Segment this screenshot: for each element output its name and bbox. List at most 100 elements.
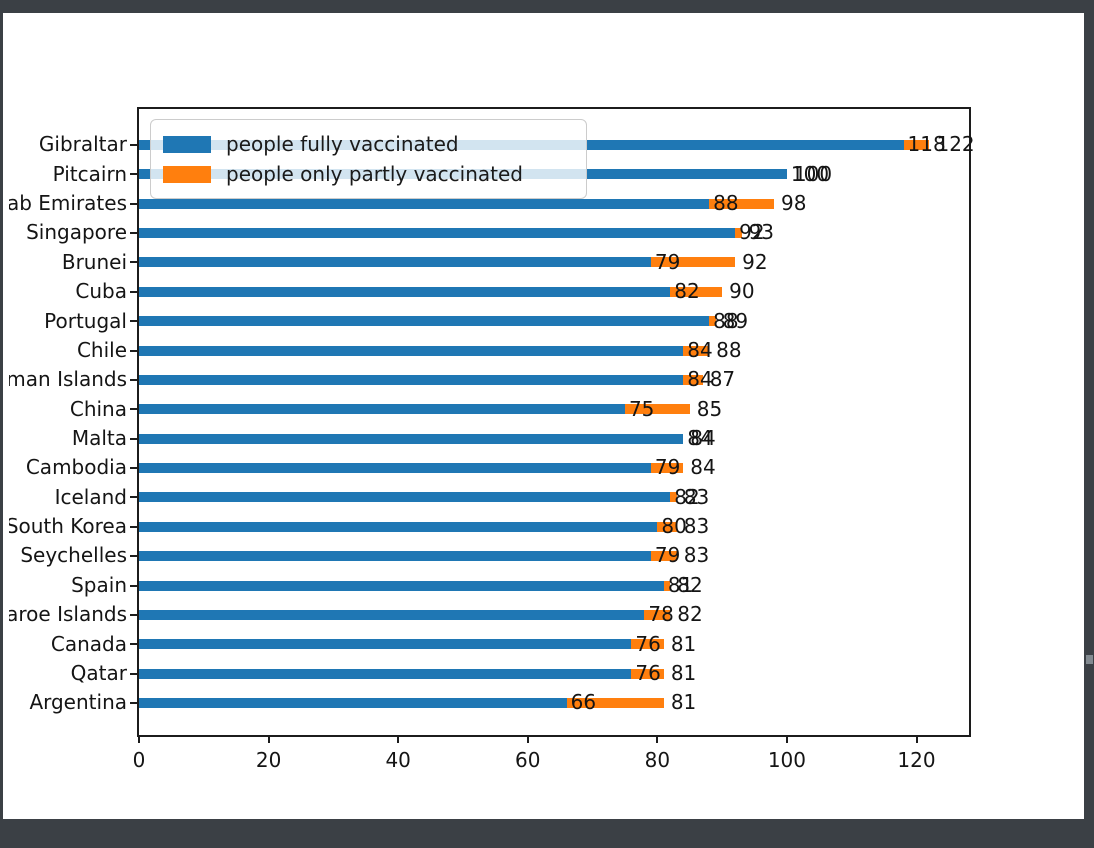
partly-vaccinated-bar (683, 345, 710, 356)
partly-vaccinated-bar (670, 492, 677, 503)
y-tick (130, 555, 137, 558)
total-value-label: 90 (729, 279, 755, 304)
total-value-label: 85 (696, 396, 723, 421)
legend: people fully vaccinated people only part… (150, 119, 587, 199)
total-value-label: 92 (742, 249, 768, 274)
legend-swatch-fully-vaccinated-icon (163, 135, 211, 153)
partly-vaccinated-bar (631, 668, 664, 679)
x-tick (267, 735, 270, 743)
fully-vaccinated-bar (139, 698, 567, 709)
y-tick (130, 232, 137, 235)
total-value-label: 82 (677, 572, 703, 597)
total-value-label: 83 (683, 543, 710, 568)
y-tick (130, 320, 137, 323)
country-label: Singapore (26, 220, 127, 245)
y-tick (130, 173, 137, 176)
x-tick (526, 735, 529, 743)
x-tick-label: 20 (255, 748, 282, 772)
total-value-label: 122 (936, 132, 975, 157)
fully-vaccinated-bar (139, 228, 736, 239)
country-label: Malta (71, 426, 127, 450)
y-tick (130, 467, 137, 470)
fully-vaccinated-bar (139, 639, 632, 650)
y-tick (130, 349, 137, 352)
country-label: Portugal (44, 308, 127, 333)
total-value-label: 88 (716, 337, 742, 362)
country-label: Pitcairn (52, 161, 127, 186)
bar-row: China 75 85 (70, 395, 969, 424)
fully-vaccinated-bar (139, 580, 664, 591)
fully-value-label: 79 (654, 543, 681, 568)
bar-row: Canada 76 81 (51, 630, 969, 659)
partly-vaccinated-bar (670, 286, 723, 297)
total-value-label: 82 (677, 602, 703, 627)
scrollbar-thumb[interactable] (1086, 655, 1093, 664)
fully-vaccinated-bar (139, 551, 651, 562)
fully-vaccinated-bar (139, 433, 684, 444)
partly-vaccinated-bar (624, 404, 690, 415)
legend-swatch-partly-vaccinated-icon (163, 165, 211, 183)
fully-vaccinated-bar (139, 286, 671, 297)
fully-value-label: 118 (907, 132, 946, 157)
bar-row: Seychelles 79 83 (20, 541, 969, 570)
fully-vaccinated-bar (139, 521, 658, 532)
x-tick-label: 80 (644, 748, 671, 772)
fully-value-label: 76 (635, 660, 661, 685)
x-tick (915, 735, 918, 743)
legend-item-fully-vaccinated: people fully vaccinated (163, 129, 574, 159)
total-value-label: 83 (683, 484, 710, 509)
partly-vaccinated-bar (709, 198, 774, 209)
y-tick (130, 408, 137, 411)
x-tick-label: 100 (767, 748, 807, 772)
y-tick (130, 672, 137, 675)
country-label: Chile (76, 337, 127, 362)
country-label: Argentina (29, 690, 127, 715)
partly-vaccinated-bar (735, 228, 742, 239)
total-value-label: 83 (683, 514, 710, 539)
partly-vaccinated-bar (657, 521, 677, 532)
y-tick (130, 261, 137, 264)
y-tick (130, 202, 137, 205)
country-label: Spain (71, 572, 127, 597)
bar-row: Malta 84 84 (72, 424, 969, 453)
bar-row: Cayman Islands 84 87 (9, 365, 969, 394)
y-tick (130, 144, 137, 146)
country-label: Cambodia (25, 455, 127, 480)
country-label: South Korea (9, 514, 127, 539)
country-label: Iceland (54, 484, 127, 509)
fully-value-label: 79 (654, 455, 681, 480)
total-value-label: 98 (780, 191, 807, 216)
fully-vaccinated-bar (139, 316, 710, 327)
bar-row: Chile 84 88 (77, 336, 969, 365)
fully-vaccinated-bar (139, 404, 625, 415)
partly-vaccinated-bar (903, 140, 930, 150)
x-tick-label: 40 (385, 748, 411, 772)
total-value-label: 84 (690, 426, 716, 450)
country-label: Qatar (70, 660, 127, 685)
total-value-label: 100 (793, 161, 833, 186)
legend-label-fully-vaccinated: people fully vaccinated (226, 132, 459, 156)
partly-vaccinated-bar (663, 580, 671, 591)
fully-value-label: 81 (667, 572, 694, 597)
bar-row: Iceland 82 83 (55, 483, 969, 512)
fully-value-label: 76 (635, 631, 661, 656)
bar-row: South Korea 80 83 (9, 512, 969, 541)
y-tick (130, 584, 137, 587)
y-tick (130, 290, 137, 293)
bar-row: Argentina 66 81 (29, 688, 969, 717)
total-value-label: 93 (748, 220, 775, 245)
bar-row: Cambodia 79 84 (26, 453, 969, 482)
country-label: Canada (50, 631, 127, 656)
fully-vaccinated-bar (139, 257, 651, 268)
country-label: China (69, 396, 127, 421)
x-tick (397, 735, 400, 743)
x-tick-label: 0 (132, 748, 146, 772)
y-tick (130, 437, 137, 440)
partly-vaccinated-bar (683, 374, 703, 385)
bar-row: Brunei 79 92 (62, 248, 969, 277)
x-tick-label: 60 (515, 748, 541, 772)
partly-vaccinated-bar (709, 316, 716, 327)
partly-vaccinated-bar (644, 609, 671, 620)
total-value-label: 81 (670, 660, 697, 685)
